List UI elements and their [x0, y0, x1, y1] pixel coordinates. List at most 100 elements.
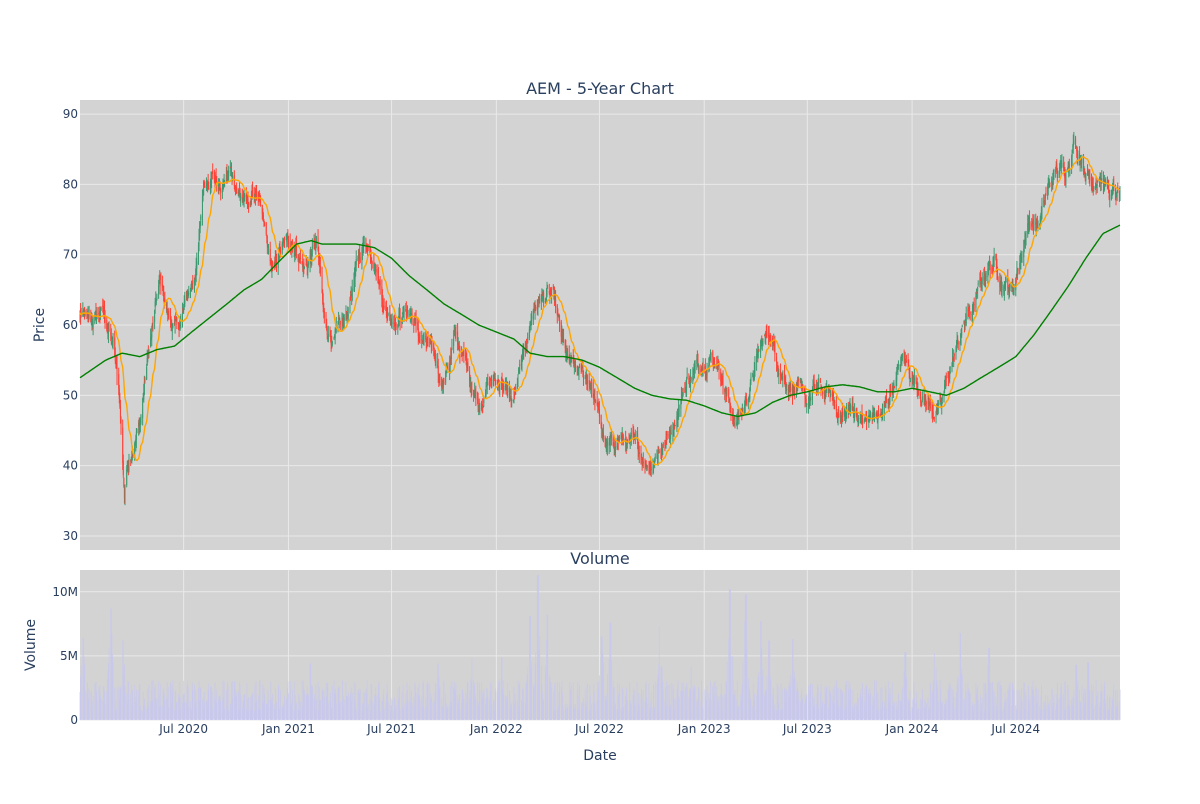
- candle-body: [765, 330, 767, 337]
- candle-body: [250, 201, 252, 203]
- candle-body: [613, 443, 615, 450]
- candle-body: [712, 358, 714, 363]
- candle-body: [689, 380, 691, 384]
- volume-bar: [641, 698, 643, 720]
- candle-body: [294, 252, 296, 254]
- candle-body: [265, 222, 267, 235]
- volume-bar: [722, 696, 724, 720]
- candle-body: [601, 431, 603, 433]
- volume-bar: [405, 704, 407, 720]
- volume-bar: [371, 701, 373, 720]
- volume-bar: [1063, 681, 1065, 720]
- volume-bar: [900, 700, 902, 720]
- volume-bar: [411, 691, 412, 720]
- candle-body: [166, 303, 168, 311]
- candle-body: [1032, 218, 1034, 228]
- volume-bar: [536, 575, 538, 720]
- candle-body: [130, 458, 132, 461]
- volume-bar: [1021, 687, 1022, 720]
- volume-bar: [999, 681, 1001, 720]
- volume-bar: [391, 705, 392, 720]
- volume-bar: [572, 682, 574, 720]
- volume-bar: [1077, 680, 1079, 720]
- candle-body: [405, 309, 407, 312]
- candle-body: [553, 288, 555, 300]
- volume-bar: [1047, 695, 1049, 720]
- candle-body: [235, 191, 237, 193]
- candle-body: [187, 294, 189, 296]
- volume-bar: [92, 708, 93, 720]
- candle-body: [282, 239, 284, 244]
- volume-bar: [260, 709, 261, 720]
- volume-bar: [674, 709, 676, 720]
- candle-body: [610, 434, 612, 439]
- candle-body: [338, 318, 340, 320]
- candle-body: [354, 268, 356, 280]
- candle-body: [654, 456, 656, 459]
- x-tick-label: Jul 2021: [366, 722, 416, 736]
- volume-bar: [386, 683, 388, 720]
- candle-body: [887, 398, 889, 405]
- volume-bar: [824, 686, 826, 720]
- candle-body: [485, 385, 487, 395]
- volume-bar: [347, 696, 349, 720]
- candle-body: [429, 341, 431, 343]
- candle-body: [893, 387, 895, 389]
- volume-bar: [702, 708, 704, 720]
- candle-body: [1067, 165, 1069, 170]
- candle-body: [684, 388, 686, 391]
- volume-bar: [166, 682, 168, 720]
- volume-bar: [430, 693, 432, 720]
- volume-bar: [548, 674, 550, 720]
- volume-bar: [274, 688, 276, 720]
- candle-body: [174, 319, 176, 326]
- volume-bar: [583, 697, 584, 720]
- volume-bar: [112, 654, 113, 720]
- candle-body: [745, 399, 747, 403]
- volume-bar: [222, 680, 224, 720]
- candle-body: [578, 366, 580, 372]
- volume-bar: [341, 701, 343, 720]
- volume-bar: [581, 701, 583, 720]
- candle-body: [745, 400, 747, 402]
- volume-bar: [1095, 704, 1096, 720]
- volume-bar: [293, 710, 295, 720]
- candle-body: [459, 353, 461, 358]
- candle-body: [385, 305, 387, 311]
- candle-body: [190, 284, 192, 288]
- volume-bar: [1052, 706, 1054, 720]
- volume-bar: [407, 689, 408, 720]
- candle-body: [961, 328, 963, 336]
- candle-body: [592, 382, 594, 398]
- volume-bar: [1055, 703, 1057, 720]
- candle-body: [708, 365, 710, 369]
- volume-bar: [859, 693, 861, 720]
- candle-body: [378, 281, 380, 283]
- candle-body: [600, 415, 602, 426]
- volume-bar: [761, 676, 763, 720]
- volume-bar: [701, 680, 702, 720]
- candle-body: [1000, 282, 1002, 284]
- volume-bar: [1003, 707, 1005, 720]
- candle-body: [1019, 260, 1021, 266]
- candle-body: [178, 329, 180, 331]
- volume-bar: [916, 692, 918, 720]
- volume-bar: [829, 690, 830, 720]
- price-y-tick-label: 40: [63, 459, 78, 473]
- candle-body: [379, 280, 381, 286]
- candle-body: [541, 292, 543, 295]
- volume-bar: [246, 683, 248, 720]
- volume-bar: [349, 696, 351, 720]
- candle-body: [757, 350, 759, 353]
- volume-y-tick-label: 5M: [60, 649, 78, 663]
- volume-bar: [369, 699, 371, 720]
- volume-bar: [171, 691, 173, 720]
- candle-body: [248, 202, 250, 206]
- x-axis-title: Date: [583, 748, 616, 764]
- candle-body: [1052, 178, 1054, 185]
- candle-body: [527, 337, 529, 344]
- volume-bar: [578, 695, 580, 720]
- volume-bar: [116, 688, 118, 720]
- candle-body: [999, 281, 1001, 288]
- volume-bar: [1080, 702, 1082, 720]
